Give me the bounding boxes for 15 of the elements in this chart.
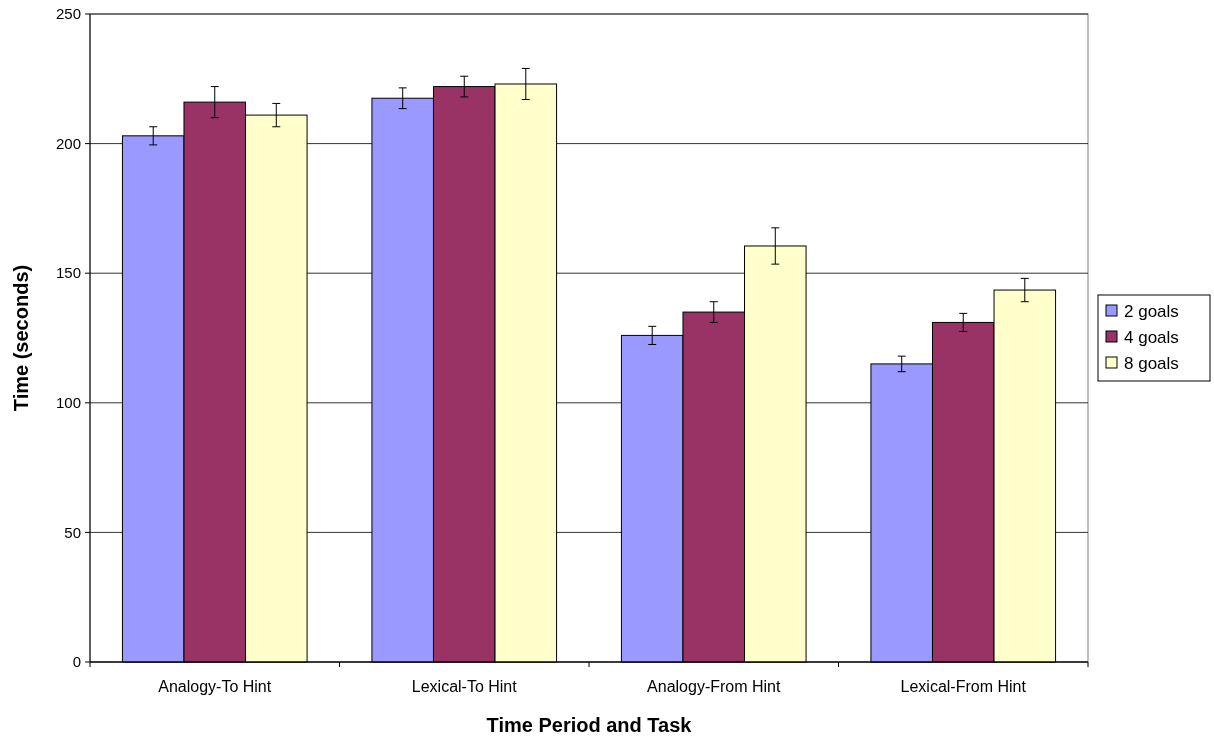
legend-label: 4 goals	[1124, 327, 1179, 347]
y-tick-label: 200	[55, 134, 81, 152]
legend-label: 8 goals	[1124, 353, 1179, 373]
x-tick-label: Lexical-From Hint	[900, 678, 1027, 695]
x-tick-label: Analogy-To Hint	[158, 678, 272, 695]
y-tick-label: 150	[55, 264, 81, 282]
y-tick-label: 0	[72, 653, 81, 671]
y-tick-label: 250	[55, 5, 81, 23]
legend-label: 2 goals	[1124, 301, 1179, 321]
y-tick-label: 50	[64, 523, 81, 541]
x-axis-title: Time Period and Task	[486, 714, 693, 736]
y-axis-title: Time (seconds)	[10, 264, 32, 412]
y-tick-label: 100	[55, 394, 81, 412]
x-tick-label: Lexical-To Hint	[411, 678, 518, 695]
x-tick-label: Analogy-From Hint	[647, 678, 781, 695]
